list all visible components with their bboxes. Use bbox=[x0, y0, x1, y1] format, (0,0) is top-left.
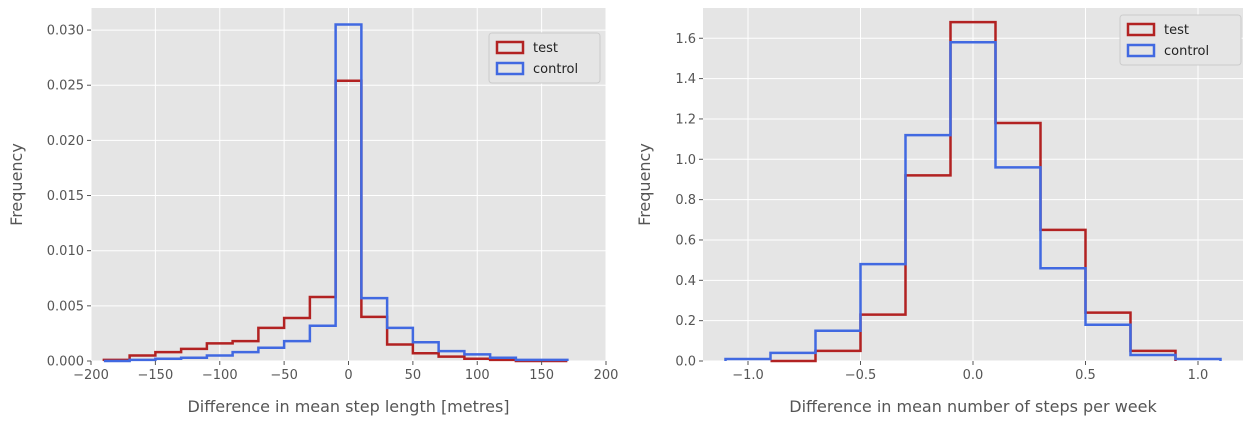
x-axis-label: Difference in mean step length [metres] bbox=[187, 397, 509, 416]
y-tick-label: 0.005 bbox=[47, 299, 84, 314]
y-tick-label: 1.6 bbox=[675, 32, 696, 47]
legend-label-control: control bbox=[533, 62, 578, 77]
legend: test control bbox=[488, 32, 601, 84]
x-tick-label: −100 bbox=[202, 368, 238, 383]
y-tick-label: 0.025 bbox=[47, 79, 84, 94]
x-tick-label: −150 bbox=[138, 368, 174, 383]
x-tick-label: 150 bbox=[529, 368, 554, 383]
legend-label-test: test bbox=[533, 41, 558, 56]
y-tick-label: 0.8 bbox=[675, 193, 696, 208]
histogram-series-test bbox=[770, 20, 1177, 363]
x-tick-label: 0.0 bbox=[963, 368, 984, 383]
legend-label-control: control bbox=[1164, 44, 1209, 59]
legend-box bbox=[488, 32, 601, 84]
legend-swatch-test bbox=[495, 40, 525, 55]
y-tick-label: 1.4 bbox=[675, 72, 696, 87]
y-tick-label: 0.6 bbox=[675, 233, 696, 248]
x-tick-label: −200 bbox=[73, 368, 109, 383]
x-axis-label: Difference in mean number of steps per w… bbox=[789, 397, 1157, 416]
x-tick-label: −50 bbox=[270, 368, 297, 383]
x-tick-label: 50 bbox=[405, 368, 422, 383]
x-tick-label: 200 bbox=[594, 368, 619, 383]
y-axis-label: Frequency bbox=[7, 143, 26, 226]
legend: test control bbox=[1119, 14, 1242, 66]
y-tick-label: 0.015 bbox=[47, 189, 84, 204]
x-tick-label: 0 bbox=[344, 368, 352, 383]
x-tick-label: 100 bbox=[465, 368, 490, 383]
histogram-series-control bbox=[724, 41, 1222, 361]
y-tick-label: 0.4 bbox=[675, 274, 696, 289]
x-tick-label: −1.0 bbox=[732, 368, 764, 383]
y-tick-label: 1.0 bbox=[675, 153, 696, 168]
y-tick-label: 0.010 bbox=[47, 244, 84, 259]
legend-swatch-control bbox=[1126, 43, 1156, 58]
x-tick-label: 1.0 bbox=[1188, 368, 1209, 383]
y-tick-label: 0.030 bbox=[47, 24, 84, 39]
histogram-series-test bbox=[102, 79, 568, 363]
y-tick-label: 0.000 bbox=[47, 355, 84, 370]
histogram-step-length: −200 −150 −100 −50 0 50 100 150 200 0.000 0.005 0.0… bbox=[7, 8, 618, 416]
y-tick-label: 1.2 bbox=[675, 112, 696, 127]
legend-box bbox=[1119, 14, 1242, 66]
legend-label-test: test bbox=[1164, 23, 1189, 38]
y-tick-label: 0.020 bbox=[47, 134, 84, 149]
y-axis-label: Frequency bbox=[635, 143, 654, 226]
legend-swatch-test bbox=[1126, 22, 1156, 37]
y-tick-label: 0.0 bbox=[675, 355, 696, 370]
y-tick-label: 0.2 bbox=[675, 314, 696, 329]
legend-swatch-control bbox=[495, 61, 525, 76]
x-tick-label: 0.5 bbox=[1075, 368, 1096, 383]
x-tick-label: −0.5 bbox=[845, 368, 877, 383]
histogram-steps-per-week: −1.0 −0.5 0.0 0.5 1.0 0.0 0.2 0.4 0.6 0.8 1.0 1.2 1.… bbox=[635, 8, 1243, 416]
histogram-series-control bbox=[103, 23, 569, 363]
